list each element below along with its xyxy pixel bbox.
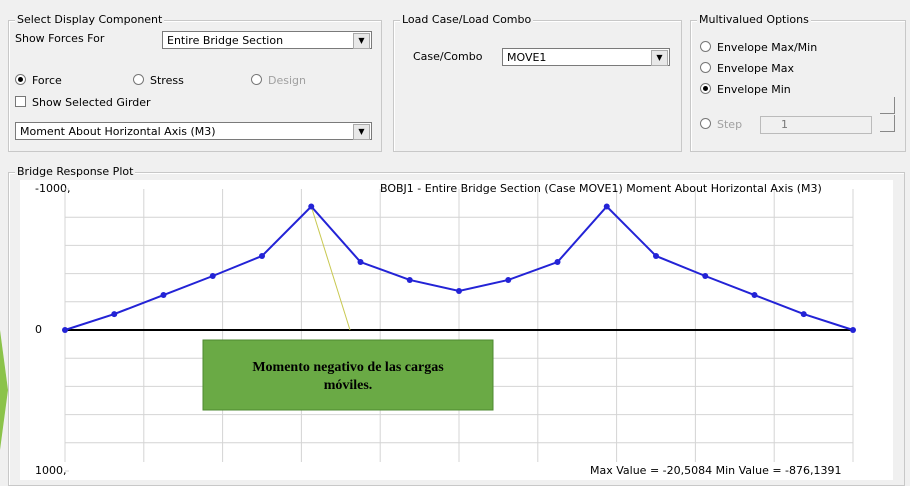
spin-down[interactable]	[880, 115, 895, 132]
data-point	[357, 259, 364, 266]
data-point	[308, 203, 315, 210]
data-point	[603, 203, 610, 210]
group-title: Load Case/Load Combo	[400, 13, 534, 26]
annotation-text: móviles.	[324, 378, 373, 393]
data-point	[850, 327, 856, 333]
load-case-group: Load Case/Load Combo	[393, 13, 682, 152]
decoration	[0, 330, 8, 450]
pointer-line	[310, 206, 351, 331]
step-input[interactable]: 1	[760, 116, 872, 134]
radio-label: Envelope Min	[717, 83, 791, 96]
y-tick-label: 0	[35, 323, 42, 336]
label: Case/Combo	[413, 50, 483, 63]
radio-button: Step	[700, 118, 742, 131]
radio-label: Design	[268, 74, 306, 87]
data-point	[259, 252, 265, 259]
data-point	[62, 327, 68, 333]
radio-button[interactable]: Envelope Max/Min	[700, 41, 817, 54]
group-title: Bridge Response Plot	[15, 165, 136, 178]
data-point	[800, 311, 807, 318]
radio-label: Envelope Max	[717, 62, 794, 75]
dropdown[interactable]: Moment About Horizontal Axis (M3)	[15, 122, 372, 140]
label: Show Forces For	[15, 32, 105, 45]
radio-button[interactable]: Stress	[133, 74, 184, 87]
data-point	[751, 292, 758, 299]
data-point	[505, 276, 512, 283]
display-group: Select Display Component	[8, 13, 382, 152]
data-point	[702, 272, 709, 279]
radio-button[interactable]: Force	[15, 74, 62, 87]
group-title: Multivalued Options	[697, 13, 811, 26]
radio-button[interactable]: Envelope Min	[700, 83, 791, 96]
radio-label: Force	[32, 74, 62, 87]
y-tick-label: -1000,	[35, 182, 70, 195]
dropdown[interactable]: Entire Bridge Section	[162, 31, 372, 49]
radio-button: Design	[251, 74, 306, 87]
radio-label: Stress	[150, 74, 184, 87]
radio-button[interactable]: Envelope Max	[700, 62, 794, 75]
plot: -1000, 0 1000, Momento negativo de las carg…	[20, 180, 893, 480]
multivalued-group: Multivalued Options	[690, 13, 906, 152]
data-point	[209, 272, 216, 279]
annotation-text: Momento negativo de las cargas	[252, 360, 444, 375]
checkbox-label: Show Selected Girder	[32, 96, 151, 109]
spin-up[interactable]	[880, 97, 895, 114]
data-point	[653, 252, 659, 259]
dropdown[interactable]: MOVE1	[502, 48, 670, 66]
y-tick-label: 1000,	[35, 464, 67, 477]
radio-label: Step	[717, 118, 743, 131]
checkbox[interactable]: Show Selected Girder	[15, 96, 151, 109]
data-point	[406, 276, 413, 283]
plot-footer: Max Value = -20,5084 Min Value = -876,13…	[590, 464, 842, 477]
annotation-box	[202, 339, 494, 411]
group-title: Select Display Component	[15, 13, 165, 26]
data-point	[456, 287, 462, 294]
data-point	[554, 259, 561, 266]
data-point	[160, 292, 167, 299]
data-point	[111, 311, 118, 318]
plot-title: BOBJ1 - Entire Bridge Section (Case MOVE…	[380, 182, 822, 195]
radio-label: Envelope Max/Min	[717, 41, 818, 54]
